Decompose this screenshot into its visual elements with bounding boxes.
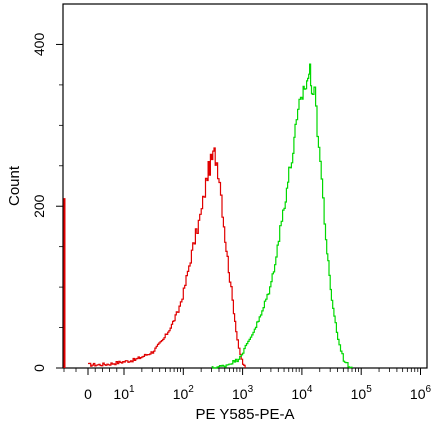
series-1-line — [88, 147, 246, 368]
x-axis-title: PE Y585-PE-A — [196, 406, 295, 423]
y-axis-title: Count — [6, 165, 23, 206]
plot-area — [62, 3, 428, 369]
y-tick-label: 0 — [31, 364, 47, 372]
series-2-line — [211, 63, 353, 369]
tick-marks — [56, 43, 421, 375]
y-tick-label: 400 — [31, 33, 47, 57]
x-tick-label: 103 — [232, 384, 254, 402]
x-tick-label: 0 — [84, 386, 92, 402]
series-layer — [63, 63, 353, 369]
y-tick-labels: 0 200 400 — [31, 33, 47, 372]
x-tick-label: 101 — [113, 384, 135, 402]
x-tick-label: 104 — [291, 384, 313, 402]
x-tick-label: 102 — [173, 384, 195, 402]
x-tick-labels: 0 101 102 103 104 105 106 — [84, 384, 431, 402]
x-tick-label: 105 — [351, 384, 373, 402]
x-tick-label: 106 — [410, 384, 432, 402]
y-tick-label: 200 — [31, 194, 47, 218]
